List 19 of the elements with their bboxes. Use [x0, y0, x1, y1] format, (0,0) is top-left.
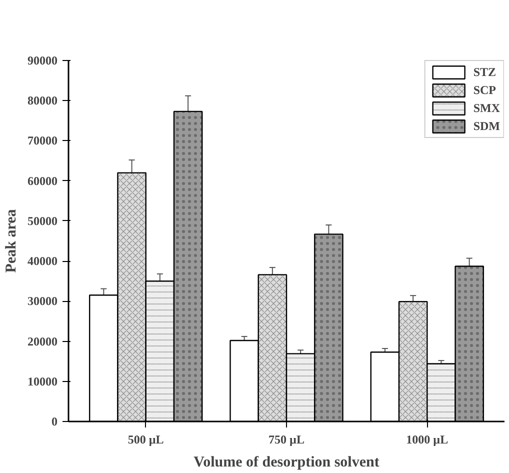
- y-tick-label: 90000: [28, 54, 58, 68]
- legend-label: SDM: [473, 118, 500, 134]
- y-tick-label: 10000: [28, 374, 58, 388]
- legend-label: STZ: [473, 64, 496, 80]
- legend-label: SMX: [473, 100, 500, 116]
- x-axis-title: Volume of desorption solvent: [194, 454, 380, 470]
- y-axis-title: Peak area: [4, 208, 20, 273]
- legend-label: SCP: [473, 82, 496, 98]
- y-tick-label: 30000: [28, 294, 58, 308]
- y-tick-label: 50000: [28, 214, 58, 228]
- y-tick-label: 0: [52, 414, 58, 428]
- x-tick-label: 500 µL: [128, 432, 164, 446]
- y-tick-label: 60000: [28, 174, 58, 188]
- y-tick-label: 40000: [28, 254, 58, 268]
- x-tick-label: 750 µL: [268, 432, 304, 446]
- x-tick-label: 1000 µL: [406, 432, 448, 446]
- y-tick-label: 70000: [28, 134, 58, 148]
- y-tick-label: 80000: [28, 94, 58, 108]
- y-tick-label: 20000: [28, 334, 58, 348]
